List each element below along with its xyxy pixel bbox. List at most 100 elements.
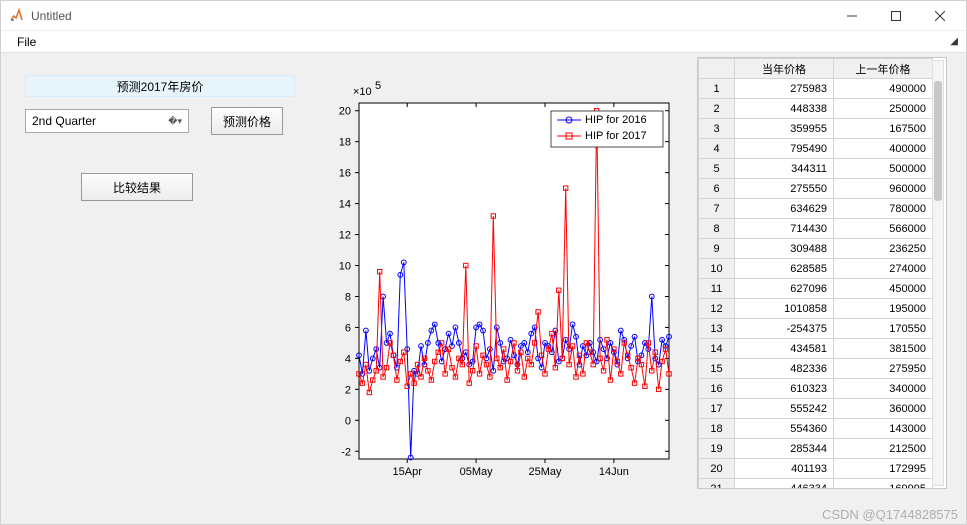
cell-current[interactable]: 446334 [735,479,834,490]
cell-prev[interactable]: 275950 [834,359,933,379]
table-row[interactable]: 21446334169995 [699,479,933,490]
cell-current[interactable]: 434581 [735,339,834,359]
menubar: File ◢ [1,31,966,53]
row-index: 11 [699,279,735,299]
table-row[interactable]: 20401193172995 [699,459,933,479]
row-index: 9 [699,239,735,259]
cell-prev[interactable]: 167500 [834,119,933,139]
cell-prev[interactable]: 212500 [834,439,933,459]
table-row[interactable]: 6275550960000 [699,179,933,199]
cell-current[interactable]: 359955 [735,119,834,139]
table-row[interactable]: 1275983490000 [699,79,933,99]
watermark: CSDN @Q1744828575 [658,507,958,522]
quarter-value: 2nd Quarter [32,114,96,128]
col-header-prev[interactable]: 上一年价格 [834,59,933,79]
cell-prev[interactable]: 143000 [834,419,933,439]
compare-button[interactable]: 比较结果 [81,173,193,201]
cell-current[interactable]: 627096 [735,279,834,299]
cell-prev[interactable]: 381500 [834,339,933,359]
row-index: 19 [699,439,735,459]
cell-current[interactable]: 795490 [735,139,834,159]
cell-current[interactable]: 634629 [735,199,834,219]
cell-current[interactable]: 401193 [735,459,834,479]
row-index: 8 [699,219,735,239]
svg-text:HIP for 2016: HIP for 2016 [585,114,647,126]
table-row[interactable]: 3359955167500 [699,119,933,139]
svg-text:18: 18 [339,137,351,149]
table-row[interactable]: 18554360143000 [699,419,933,439]
matlab-icon [9,8,25,24]
svg-text:4: 4 [345,353,351,365]
minimize-button[interactable] [830,1,874,31]
cell-prev[interactable]: 780000 [834,199,933,219]
cell-prev[interactable]: 500000 [834,159,933,179]
predict-button[interactable]: 预测价格 [211,107,283,135]
row-index: 4 [699,139,735,159]
close-button[interactable] [918,1,962,31]
row-index: 3 [699,119,735,139]
cell-current[interactable]: 1010858 [735,299,834,319]
cell-current[interactable]: 628585 [735,259,834,279]
cell-prev[interactable]: 195000 [834,299,933,319]
col-header-current[interactable]: 当年价格 [735,59,834,79]
table-row[interactable]: 16610323340000 [699,379,933,399]
cell-current[interactable]: -254375 [735,319,834,339]
table-row[interactable]: 8714430566000 [699,219,933,239]
cell-prev[interactable]: 490000 [834,79,933,99]
cell-current[interactable]: 714430 [735,219,834,239]
row-index: 10 [699,259,735,279]
cell-current[interactable]: 275550 [735,179,834,199]
table-row[interactable]: 7634629780000 [699,199,933,219]
cell-prev[interactable]: 400000 [834,139,933,159]
cell-prev[interactable]: 360000 [834,399,933,419]
toolbar-overflow-icon[interactable]: ◢ [950,36,958,47]
table-row[interactable]: 121010858195000 [699,299,933,319]
scrollbar-thumb[interactable] [934,81,942,201]
cell-current[interactable]: 275983 [735,79,834,99]
svg-text:2: 2 [345,384,351,396]
row-index: 20 [699,459,735,479]
table-row[interactable]: 14434581381500 [699,339,933,359]
row-index: 14 [699,339,735,359]
cell-current[interactable]: 448338 [735,99,834,119]
cell-current[interactable]: 554360 [735,419,834,439]
table-row[interactable]: 10628585274000 [699,259,933,279]
table-row[interactable]: 2448338250000 [699,99,933,119]
row-header-blank [699,59,735,79]
cell-prev[interactable]: 450000 [834,279,933,299]
svg-text:05May: 05May [460,466,494,478]
table-row[interactable]: 5344311500000 [699,159,933,179]
cell-prev[interactable]: 172995 [834,459,933,479]
menu-file[interactable]: File [9,33,44,51]
table-row[interactable]: 4795490400000 [699,139,933,159]
table-row[interactable]: 17555242360000 [699,399,933,419]
cell-current[interactable]: 309488 [735,239,834,259]
cell-prev[interactable]: 960000 [834,179,933,199]
cell-current[interactable]: 285344 [735,439,834,459]
cell-current[interactable]: 482336 [735,359,834,379]
chevron-down-icon: �▾ [168,116,182,127]
table-row[interactable]: 15482336275950 [699,359,933,379]
maximize-button[interactable] [874,1,918,31]
cell-prev[interactable]: 250000 [834,99,933,119]
cell-prev[interactable]: 170550 [834,319,933,339]
table-row[interactable]: 13-254375170550 [699,319,933,339]
cell-current[interactable]: 555242 [735,399,834,419]
cell-prev[interactable]: 274000 [834,259,933,279]
cell-current[interactable]: 610323 [735,379,834,399]
table-row[interactable]: 19285344212500 [699,439,933,459]
svg-text:16: 16 [339,168,351,180]
cell-prev[interactable]: 340000 [834,379,933,399]
window-title: Untitled [31,9,830,23]
table-scrollbar[interactable] [932,60,944,486]
table-row[interactable]: 11627096450000 [699,279,933,299]
cell-prev[interactable]: 169995 [834,479,933,490]
svg-text:25May: 25May [528,466,562,478]
cell-prev[interactable]: 236250 [834,239,933,259]
cell-current[interactable]: 344311 [735,159,834,179]
cell-prev[interactable]: 566000 [834,219,933,239]
titlebar: Untitled [1,1,966,31]
table-row[interactable]: 9309488236250 [699,239,933,259]
quarter-dropdown[interactable]: 2nd Quarter �▾ [25,109,189,133]
svg-text:0: 0 [345,415,351,427]
